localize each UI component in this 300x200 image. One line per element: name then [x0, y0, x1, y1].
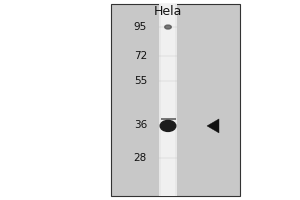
- Text: 95: 95: [134, 22, 147, 32]
- Bar: [161, 4, 175, 196]
- Text: Hela: Hela: [154, 5, 182, 18]
- Bar: [160, 118, 175, 120]
- Ellipse shape: [160, 120, 176, 131]
- Text: 55: 55: [134, 76, 147, 86]
- Text: 28: 28: [134, 153, 147, 163]
- Text: 36: 36: [134, 120, 147, 130]
- Text: 72: 72: [134, 51, 147, 61]
- Ellipse shape: [165, 25, 171, 29]
- Bar: [111, 4, 240, 196]
- Bar: [159, 4, 177, 196]
- Polygon shape: [207, 119, 219, 133]
